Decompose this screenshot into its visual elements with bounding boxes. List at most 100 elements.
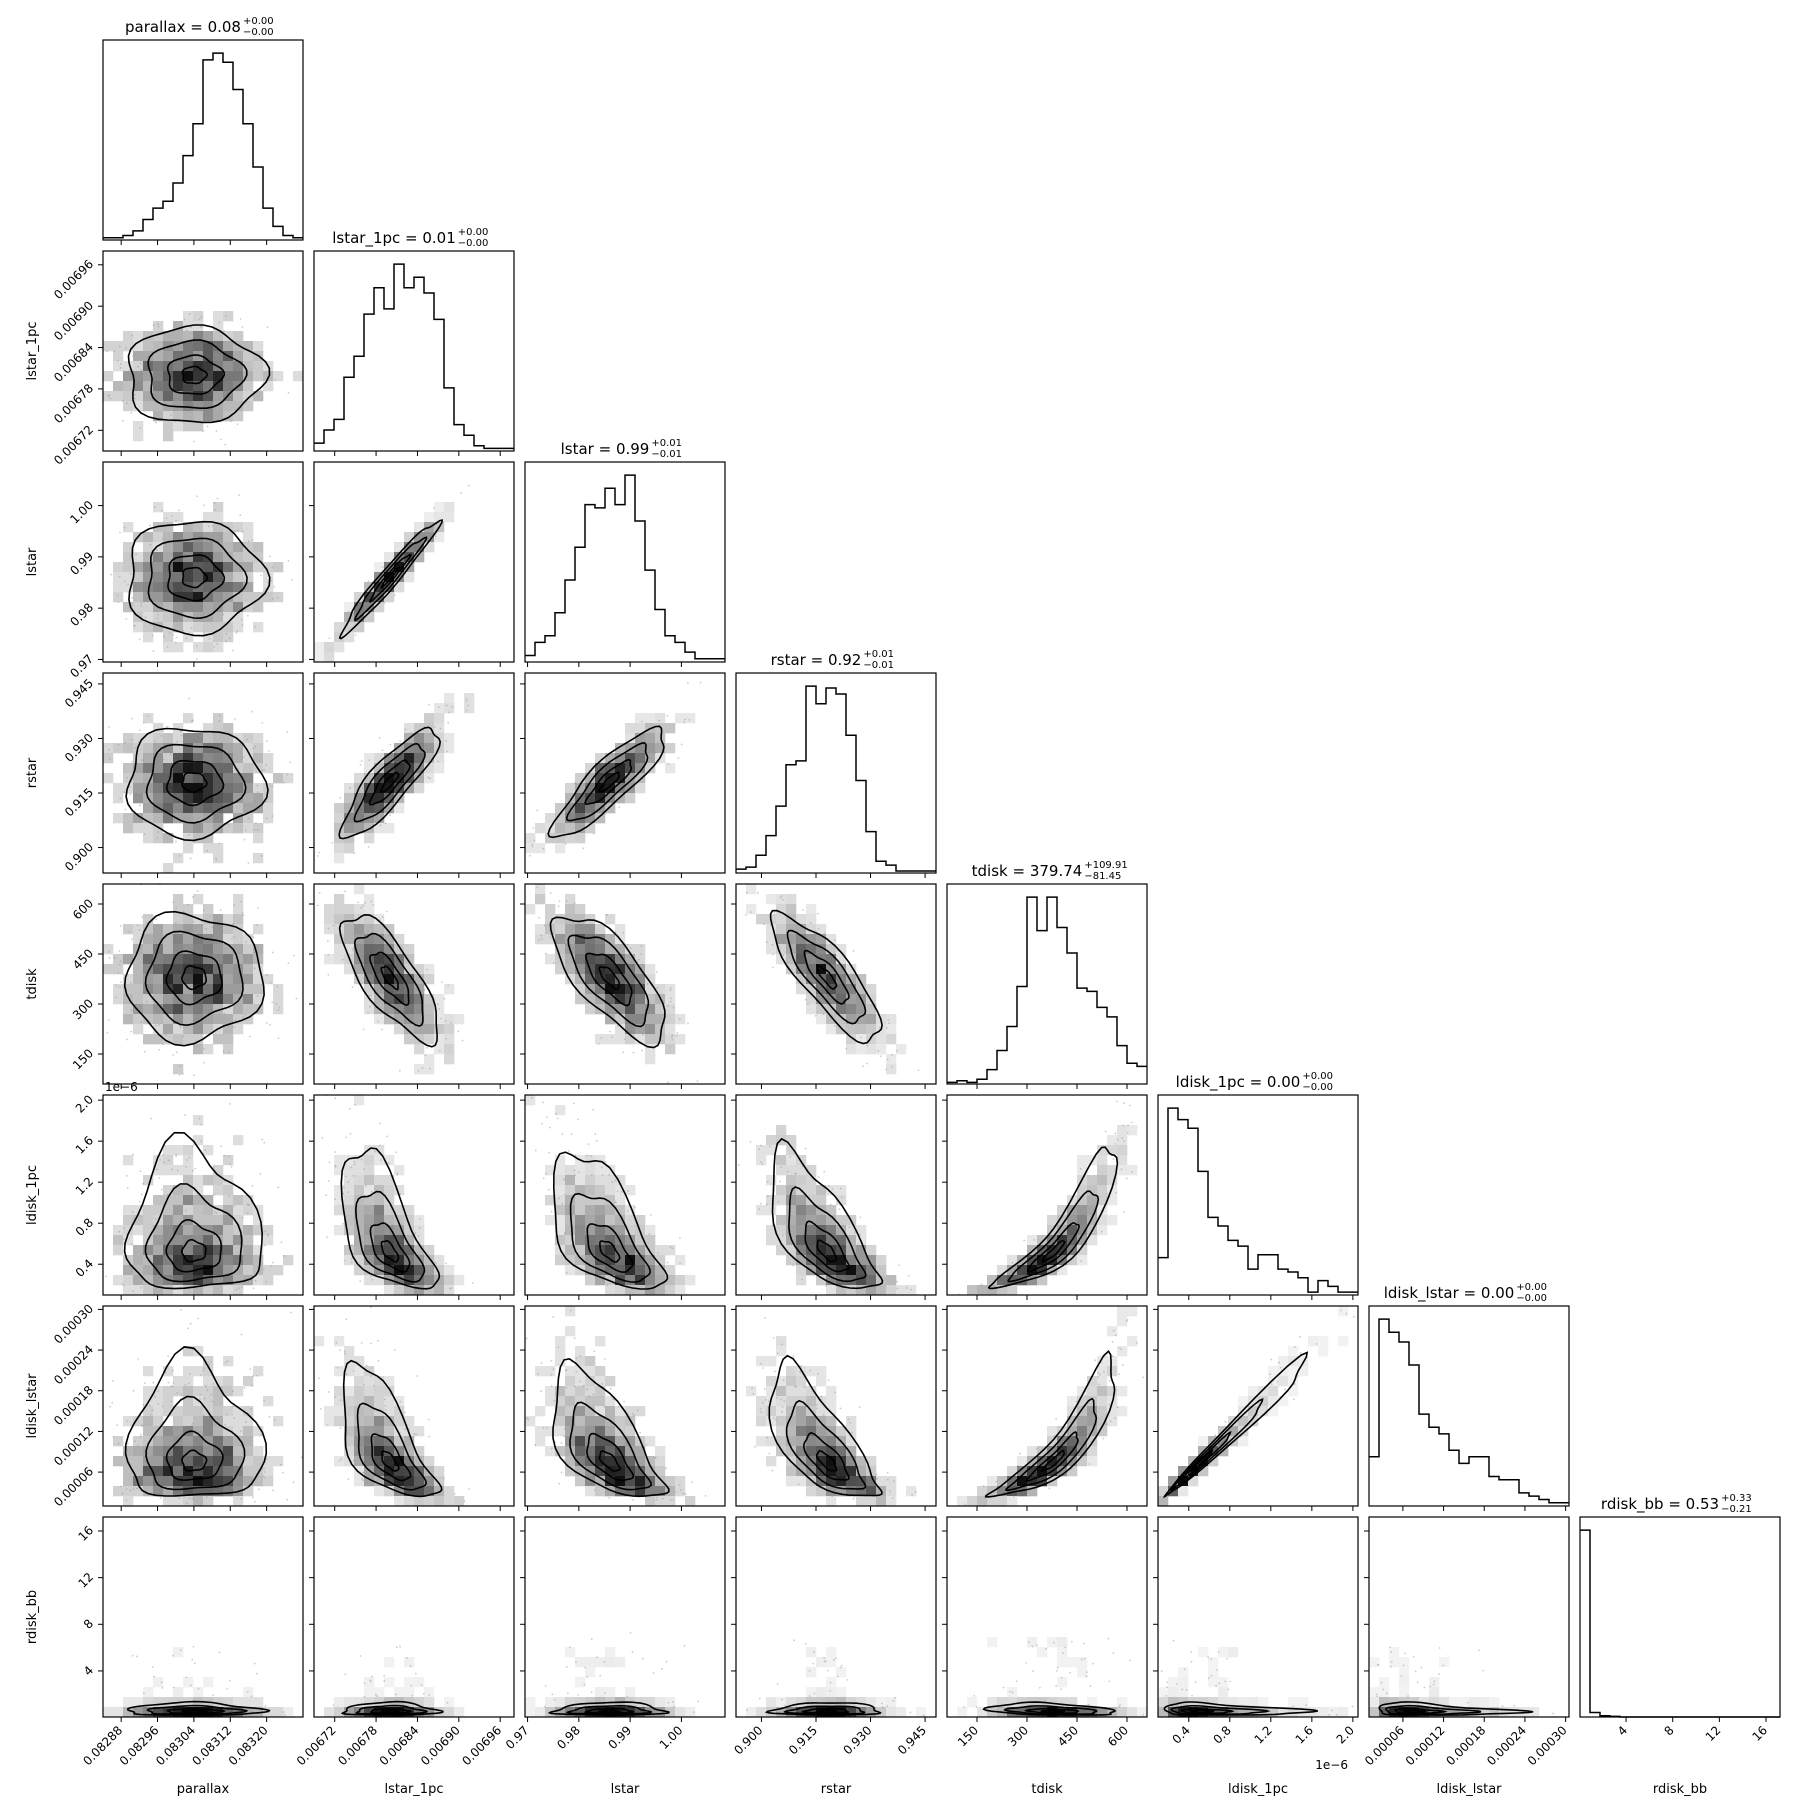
sample-point [256,994,259,997]
sample-point [187,1327,189,1330]
density-cell [113,984,124,995]
density-cell [585,994,596,1005]
density-cell [133,622,144,633]
density-cell [233,1255,244,1266]
density-cell [1027,1466,1038,1477]
density-cell [1158,1486,1169,1497]
sample-point [907,1274,910,1277]
density-cell [163,833,174,844]
sample-point [822,1013,825,1016]
density-cell [585,1657,596,1668]
sample-point [128,369,131,372]
density-cell [193,1235,204,1246]
sample-point [233,1205,236,1208]
density-cell [163,431,174,442]
sample-point [333,1396,336,1399]
density-cell [354,1356,365,1367]
density-cell [133,773,144,784]
density-cell [133,1245,144,1256]
density-cell [123,341,134,352]
density-cell [153,592,164,603]
density-cell [414,1245,425,1256]
sample-point [573,902,576,904]
sample-point [377,1339,379,1342]
density-cell [394,803,405,814]
density-cell [565,1175,576,1186]
contour-level-3 [584,759,633,806]
density-cell [1369,1687,1380,1698]
density-cell [203,1396,214,1407]
density-cell [1097,1396,1108,1407]
density-cell [344,823,355,834]
sample-point [163,635,166,638]
density-cell [173,642,184,653]
density-cell [153,401,164,412]
density-cell [645,1456,656,1467]
sample-point [316,904,319,907]
density-cell [344,632,355,643]
density-cell [645,1285,656,1295]
density-cell [183,803,194,814]
density-cell [414,1496,425,1506]
sample-point [378,736,381,739]
sample-point [779,896,782,899]
density-cell [213,713,224,724]
sample-point [343,890,346,893]
density-cell [103,371,114,382]
density-cell [233,1275,244,1286]
sample-point [119,531,121,534]
density-cell [394,763,405,774]
density-cell [263,803,274,814]
density-cell [1037,1647,1048,1658]
density-cell [635,1245,646,1256]
density-cell [213,823,224,834]
sample-point [254,1279,257,1282]
density-cell [1107,1145,1118,1156]
density-cell [806,934,817,945]
density-cell [1218,1436,1229,1447]
sample-point [565,1271,568,1274]
density-cell [233,1024,244,1035]
sample-point [363,1383,366,1386]
density-cell [836,1185,847,1196]
sample-point [339,1399,342,1402]
density-cell [565,924,576,935]
scatter-panel-rstar-vs-tdisk [729,877,937,1089]
density-cell [595,1466,606,1477]
density-cell [143,1436,154,1447]
density-cell [253,783,264,794]
density-cell [786,1185,797,1196]
histogram-ldisk_lstar [1369,1318,1569,1504]
density-cell [816,1406,827,1417]
density-cell [595,1687,606,1698]
contour-level-2 [356,1402,427,1491]
density-cell [374,1426,385,1437]
density-cell [605,1406,616,1417]
density-cell [213,411,224,422]
sample-point [341,1261,343,1263]
y-tick-label: 0.945 [62,676,96,710]
sample-point [256,924,258,927]
sample-point [574,1174,576,1177]
density-cell [1238,1396,1249,1407]
density-cell [223,1235,234,1246]
sample-point [541,937,543,940]
density-cell [243,733,254,744]
density-cell [163,1034,174,1045]
density-cell [655,1255,666,1266]
title-lower-error: −0.21 [1721,1504,1752,1515]
density-cell [243,532,254,543]
sample-point [441,981,443,984]
density-cell [193,1275,204,1286]
density-cell [283,1255,294,1266]
sample-point [729,877,731,879]
density-cell [665,1004,676,1015]
sample-point [352,1370,355,1373]
sample-point [1083,1657,1086,1660]
sample-point [893,1480,895,1483]
sample-point [210,1361,213,1363]
sample-point [266,740,268,743]
density-cell [625,1034,636,1045]
sample-point [606,1284,609,1287]
sample-point [1185,1688,1188,1691]
